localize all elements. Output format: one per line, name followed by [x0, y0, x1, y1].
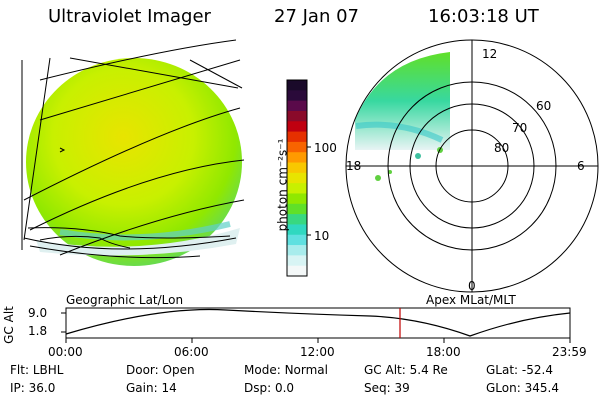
geographic-image — [21, 39, 245, 266]
lat-label-80: 80 — [494, 141, 509, 155]
status-gain: Gain: 14 — [126, 381, 177, 395]
colorbar-swatch — [287, 110, 307, 122]
status-door: Door: Open — [126, 363, 195, 377]
status-dsp: Dsp: 0.0 — [244, 381, 295, 395]
colorbar-swatch — [287, 224, 307, 236]
colorbar-swatch — [287, 234, 307, 246]
lat-label-60: 60 — [536, 99, 551, 113]
colorbar-tick-10: 10 — [314, 229, 330, 243]
colorbar-swatch — [287, 100, 307, 112]
colorbar-swatch — [287, 141, 307, 153]
colorbar-border — [286, 79, 308, 277]
colorbar-tick-100: 100 — [314, 141, 337, 155]
instrument-title: Ultraviolet Imager — [48, 6, 211, 27]
xtick-0600: 06:00 — [174, 345, 209, 359]
colorbar — [286, 79, 311, 277]
xtick-1800: 18:00 — [426, 345, 461, 359]
polar-plot: 12 18 6 0 60 70 80 — [345, 39, 599, 293]
colorbar-unit-label: photon cm⁻²s⁻¹ — [275, 138, 290, 232]
mlt-label-0: 0 — [468, 279, 476, 293]
altitude-ylabel: GC Alt — [1, 306, 16, 344]
status-seq: Seq: 39 — [364, 381, 410, 395]
mlt-label-12: 12 — [482, 47, 497, 61]
colorbar-swatch — [287, 255, 307, 267]
status-mode: Mode: Normal — [244, 363, 328, 377]
status-glon: GLon: 345.4 — [486, 381, 559, 395]
date-label: 27 Jan 07 — [274, 6, 359, 27]
time-label: 16:03:18 UT — [428, 6, 539, 27]
altitude-ytick-1: 1.8 — [28, 324, 48, 338]
colorbar-swatch — [287, 90, 307, 102]
colorbar-swatch — [287, 131, 307, 143]
xtick-1200: 12:00 — [300, 345, 335, 359]
colorbar-swatch — [287, 245, 307, 256]
lat-label-70: 70 — [512, 121, 527, 135]
colorbar-swatch — [287, 214, 307, 225]
colorbar-swatch — [287, 203, 307, 215]
colorbar-swatch — [287, 162, 307, 174]
colorbar-swatch — [287, 183, 307, 194]
status-ip: IP: 36.0 — [10, 381, 56, 395]
mlt-label-6: 6 — [577, 159, 585, 173]
colorbar-swatch — [287, 193, 307, 205]
xtick-2359: 23:59 — [552, 345, 587, 359]
altitude-ytick-9: 9.0 — [28, 306, 48, 320]
colorbar-swatch — [287, 121, 307, 133]
colorbar-swatch — [287, 80, 307, 91]
status-flt: Flt: LBHL — [10, 363, 64, 377]
status-gc-alt: GC Alt: 5.4 Re — [364, 363, 448, 377]
colorbar-swatch — [287, 152, 307, 164]
apex-label: Apex MLat/MLT — [426, 293, 516, 307]
colorbar-swatch — [287, 265, 307, 277]
status-glat: GLat: -52.4 — [486, 363, 553, 377]
altitude-plot — [61, 307, 571, 343]
geographic-label: Geographic Lat/Lon — [66, 293, 184, 307]
mlt-label-18: 18 — [346, 159, 361, 173]
colorbar-swatch — [287, 172, 307, 184]
xtick-0000: 00:00 — [48, 345, 83, 359]
